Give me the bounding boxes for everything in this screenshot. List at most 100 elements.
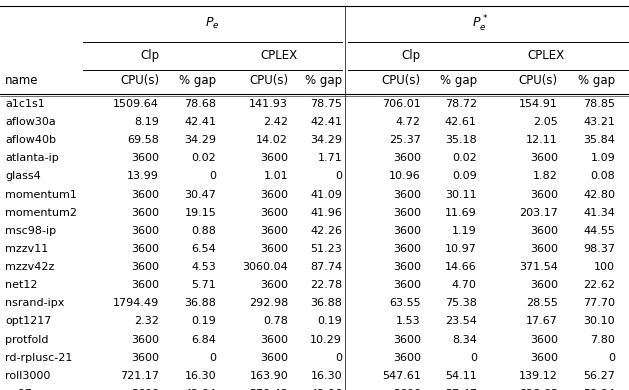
Text: 3600: 3600 xyxy=(530,244,558,254)
Text: 78.75: 78.75 xyxy=(310,99,342,109)
Text: 36.88: 36.88 xyxy=(310,298,342,308)
Text: 10.96: 10.96 xyxy=(389,171,421,181)
Text: 17.67: 17.67 xyxy=(526,316,558,326)
Text: 3600: 3600 xyxy=(260,280,288,290)
Text: 34.29: 34.29 xyxy=(184,135,216,145)
Text: 56.27: 56.27 xyxy=(583,371,615,381)
Text: 570.42: 570.42 xyxy=(249,389,288,390)
Text: 3600: 3600 xyxy=(131,353,159,363)
Text: 154.91: 154.91 xyxy=(519,99,558,109)
Text: 42.80: 42.80 xyxy=(583,190,615,200)
Text: 3600: 3600 xyxy=(131,207,159,218)
Text: 0.78: 0.78 xyxy=(263,316,288,326)
Text: 3600: 3600 xyxy=(260,207,288,218)
Text: 35.18: 35.18 xyxy=(445,135,477,145)
Text: 100: 100 xyxy=(594,262,615,272)
Text: 3600: 3600 xyxy=(392,207,421,218)
Text: % gap: % gap xyxy=(305,74,342,87)
Text: 3600: 3600 xyxy=(392,244,421,254)
Text: 42.41: 42.41 xyxy=(310,117,342,127)
Text: CPU(s): CPU(s) xyxy=(120,74,159,87)
Text: 828.83: 828.83 xyxy=(519,389,558,390)
Text: % gap: % gap xyxy=(440,74,477,87)
Text: 3600: 3600 xyxy=(260,244,288,254)
Text: 41.09: 41.09 xyxy=(310,190,342,200)
Text: 706.01: 706.01 xyxy=(382,99,421,109)
Text: 3600: 3600 xyxy=(530,190,558,200)
Text: 87.74: 87.74 xyxy=(310,262,342,272)
Text: 8.19: 8.19 xyxy=(134,117,159,127)
Text: % gap: % gap xyxy=(578,74,615,87)
Text: 3600: 3600 xyxy=(260,353,288,363)
Text: roll3000: roll3000 xyxy=(5,371,50,381)
Text: 7.80: 7.80 xyxy=(590,335,615,345)
Text: 4.70: 4.70 xyxy=(452,280,477,290)
Text: momentum2: momentum2 xyxy=(5,207,77,218)
Text: 42.26: 42.26 xyxy=(310,226,342,236)
Text: 42.04: 42.04 xyxy=(184,389,216,390)
Text: 1.19: 1.19 xyxy=(452,226,477,236)
Text: 25.37: 25.37 xyxy=(389,135,421,145)
Text: aflow30a: aflow30a xyxy=(5,117,56,127)
Text: Clp: Clp xyxy=(140,49,159,62)
Text: 16.30: 16.30 xyxy=(185,371,216,381)
Text: 41.96: 41.96 xyxy=(310,207,342,218)
Text: 0: 0 xyxy=(335,171,342,181)
Text: 3600: 3600 xyxy=(392,389,421,390)
Text: 78.68: 78.68 xyxy=(184,99,216,109)
Text: 13.99: 13.99 xyxy=(127,171,159,181)
Text: mzzv42z: mzzv42z xyxy=(5,262,54,272)
Text: 1509.64: 1509.64 xyxy=(113,99,159,109)
Text: 30.11: 30.11 xyxy=(445,190,477,200)
Text: 51.23: 51.23 xyxy=(311,244,342,254)
Text: 3600: 3600 xyxy=(131,153,159,163)
Text: 163.90: 163.90 xyxy=(249,371,288,381)
Text: 10.97: 10.97 xyxy=(445,244,477,254)
Text: 4.72: 4.72 xyxy=(396,117,421,127)
Text: 0.19: 0.19 xyxy=(192,316,216,326)
Text: 69.58: 69.58 xyxy=(127,135,159,145)
Text: 1.09: 1.09 xyxy=(591,153,615,163)
Text: glass4: glass4 xyxy=(5,171,41,181)
Text: 3600: 3600 xyxy=(392,262,421,272)
Text: 35.84: 35.84 xyxy=(583,135,615,145)
Text: 57.47: 57.47 xyxy=(445,389,477,390)
Text: 203.17: 203.17 xyxy=(519,207,558,218)
Text: 36.88: 36.88 xyxy=(184,298,216,308)
Text: 14.02: 14.02 xyxy=(256,135,288,145)
Text: 34.29: 34.29 xyxy=(310,135,342,145)
Text: 141.93: 141.93 xyxy=(249,99,288,109)
Text: name: name xyxy=(5,74,38,87)
Text: 3600: 3600 xyxy=(260,226,288,236)
Text: 3600: 3600 xyxy=(131,262,159,272)
Text: 3600: 3600 xyxy=(131,389,159,390)
Text: rd-rplusc-21: rd-rplusc-21 xyxy=(5,353,72,363)
Text: msc98-ip: msc98-ip xyxy=(5,226,56,236)
Text: 3600: 3600 xyxy=(530,226,558,236)
Text: 30.10: 30.10 xyxy=(584,316,615,326)
Text: 3600: 3600 xyxy=(131,244,159,254)
Text: 3600: 3600 xyxy=(260,335,288,345)
Text: 1.01: 1.01 xyxy=(264,171,288,181)
Text: 0.08: 0.08 xyxy=(591,171,615,181)
Text: 0.88: 0.88 xyxy=(191,226,216,236)
Text: 30.47: 30.47 xyxy=(184,190,216,200)
Text: CPU(s): CPU(s) xyxy=(249,74,288,87)
Text: 3600: 3600 xyxy=(392,353,421,363)
Text: 43.21: 43.21 xyxy=(583,117,615,127)
Text: 19.15: 19.15 xyxy=(185,207,216,218)
Text: mzzv11: mzzv11 xyxy=(5,244,48,254)
Text: 1794.49: 1794.49 xyxy=(113,298,159,308)
Text: 42.61: 42.61 xyxy=(445,117,477,127)
Text: 3600: 3600 xyxy=(131,190,159,200)
Text: 42.06: 42.06 xyxy=(310,389,342,390)
Text: CPU(s): CPU(s) xyxy=(382,74,421,87)
Text: nsrand-ipx: nsrand-ipx xyxy=(5,298,64,308)
Text: 3600: 3600 xyxy=(260,190,288,200)
Text: 14.66: 14.66 xyxy=(445,262,477,272)
Text: 22.78: 22.78 xyxy=(310,280,342,290)
Text: 22.62: 22.62 xyxy=(583,280,615,290)
Text: 3600: 3600 xyxy=(131,280,159,290)
Text: 0.02: 0.02 xyxy=(192,153,216,163)
Text: 44.55: 44.55 xyxy=(583,226,615,236)
